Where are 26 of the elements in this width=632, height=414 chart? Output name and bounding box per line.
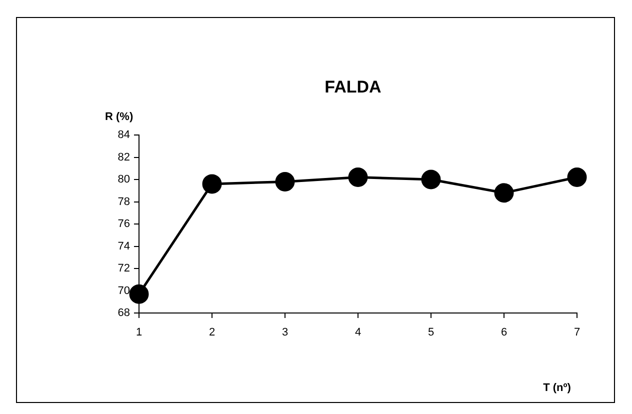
x-tick-label: 7 xyxy=(574,326,580,339)
y-tick-label: 82 xyxy=(118,151,130,164)
y-axis-title: R (%) xyxy=(105,111,134,124)
x-tick-label: 6 xyxy=(500,326,508,339)
point xyxy=(494,183,514,203)
point xyxy=(202,174,222,194)
point xyxy=(348,168,368,188)
y-tick-label: 74 xyxy=(118,240,130,252)
x-tick-label: 1 xyxy=(136,326,142,339)
chart-title: FALDA xyxy=(324,78,382,97)
x-axis-title: T (nº) xyxy=(543,382,572,394)
point xyxy=(275,172,295,192)
point xyxy=(129,284,149,304)
x-tick-label: 4 xyxy=(354,326,362,339)
point xyxy=(567,168,587,188)
y-tick-label: 70 xyxy=(118,284,130,297)
x-tick-label: 3 xyxy=(282,326,288,339)
point xyxy=(421,170,441,190)
y-tick-label: 84 xyxy=(118,129,130,142)
y-tick-label: 68 xyxy=(118,307,130,320)
y-tick-label: 76 xyxy=(118,218,130,230)
y-tick-label: 78 xyxy=(118,196,130,208)
y-tick-label: 72 xyxy=(118,262,130,275)
y-tick-label: 80 xyxy=(118,174,130,186)
x-tick-label: 5 xyxy=(428,326,434,339)
x-tick-label: 2 xyxy=(208,326,216,339)
